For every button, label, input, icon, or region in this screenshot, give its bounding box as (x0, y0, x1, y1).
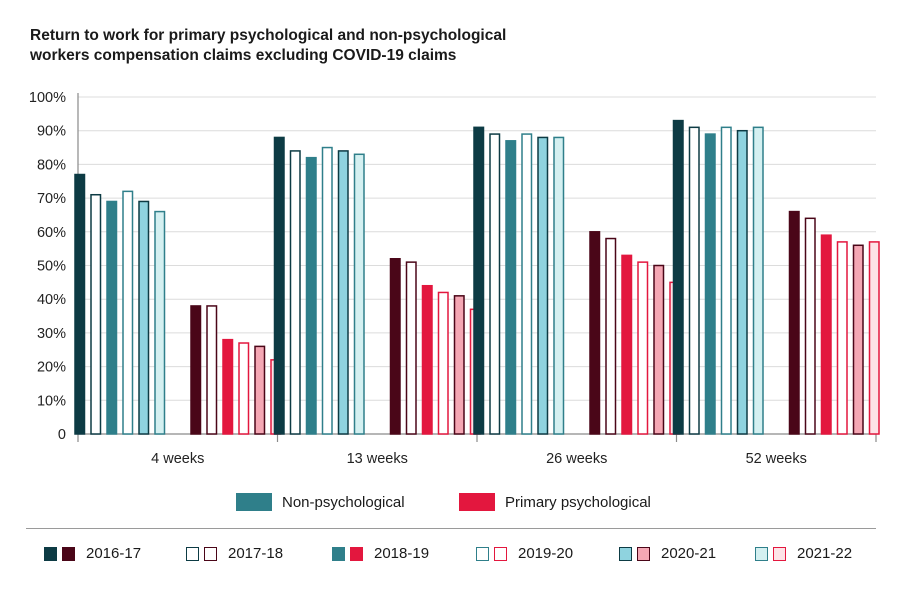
bar-primary-psychological-2016-17 (389, 258, 401, 435)
legend-year-item: 2020-21 (619, 545, 716, 562)
legend-year-swatch (62, 546, 75, 561)
legend-year-label: 2021-22 (797, 545, 853, 562)
bar-non-psychological-2017-18 (90, 193, 102, 435)
bar-non-psychological-2016-17 (74, 173, 86, 435)
legend-swatch (459, 493, 495, 511)
x-category-label: 26 weeks (546, 451, 607, 467)
bar-primary-psychological-2019-20 (836, 241, 848, 435)
legend-year-label: 2017-18 (228, 545, 284, 562)
y-tick-label: 100% (29, 90, 66, 106)
legend-label: Non-psychological (282, 493, 405, 511)
bar-primary-psychological-2018-19 (421, 284, 433, 435)
legend-year-item: 2021-22 (755, 545, 852, 562)
legend-year-swatch (332, 546, 345, 561)
legend-year-swatch (494, 546, 507, 561)
bar-non-psychological-2017-18 (688, 126, 700, 435)
legend-series-item: Primary psychological (459, 493, 651, 511)
bar-primary-psychological-2020-21 (254, 345, 266, 435)
bar-non-psychological-2016-17 (273, 136, 285, 435)
bar-chart: 0 10% 20% 30% 40% 50% 60% 70% 80% 90% 100% 4 weeks 1… (29, 90, 880, 467)
bar-non-psychological-2020-21 (736, 129, 748, 435)
legend-year-swatch (186, 546, 199, 561)
series-legend: Non-psychological Primary psychological (0, 493, 900, 515)
bar-primary-psychological-2018-19 (820, 234, 832, 435)
bar-primary-psychological-2019-20 (437, 291, 449, 435)
bar-primary-psychological-2016-17 (589, 231, 601, 435)
chart-title: Return to work for primary psychological… (30, 27, 507, 64)
y-tick-label: 20% (37, 360, 66, 376)
bar-non-psychological-2017-18 (489, 133, 501, 435)
y-tick-label: 60% (37, 225, 66, 241)
y-tick-label: 10% (37, 393, 66, 409)
bar-primary-psychological-2020-21 (852, 244, 864, 435)
legend-label: Primary psychological (505, 493, 651, 511)
legend-year-item: 2017-18 (186, 545, 283, 562)
bar-non-psychological-2020-21 (138, 200, 150, 435)
bar-primary-psychological-2016-17 (190, 305, 202, 435)
bar-non-psychological-2016-17 (672, 119, 684, 435)
y-tick-label: 90% (37, 124, 66, 140)
legend-year-swatch (755, 546, 768, 561)
bar-primary-psychological-2017-18 (605, 237, 617, 435)
bar-primary-psychological-2020-21 (453, 295, 465, 435)
bar-primary-psychological-2020-21 (653, 264, 665, 435)
y-tick-label: 40% (37, 292, 66, 308)
legend-year-item: 2018-19 (332, 545, 429, 562)
y-tick-label: 50% (37, 259, 66, 275)
x-category-label: 4 weeks (151, 451, 204, 467)
legend-year-label: 2020-21 (661, 545, 717, 562)
bar-non-psychological-2019-20 (720, 126, 732, 435)
x-category-label: 13 weeks (347, 451, 408, 467)
legend-year-swatch (619, 546, 632, 561)
legend-year-swatch (204, 546, 217, 561)
bar-primary-psychological-2018-19 (222, 338, 234, 435)
legend-year-swatch (476, 546, 489, 561)
bar-primary-psychological-2017-18 (804, 217, 816, 435)
legend-divider (26, 528, 876, 529)
year-legend: 2016-17 2017-18 2018-19 2019-20 2020-21 2021-… (0, 545, 900, 567)
bar-primary-psychological-2018-19 (621, 254, 633, 435)
bar-non-psychological-2020-21 (337, 150, 349, 435)
bar-primary-psychological-2017-18 (405, 261, 417, 435)
bar-primary-psychological-2017-18 (206, 305, 218, 435)
bar-non-psychological-2019-20 (521, 133, 533, 435)
bar-non-psychological-2021-22 (154, 210, 166, 435)
bar-primary-psychological-2019-20 (637, 261, 649, 435)
bar-non-psychological-2017-18 (289, 150, 301, 435)
bar-primary-psychological-2021-22 (868, 241, 880, 435)
legend-series-item: Non-psychological (236, 493, 405, 511)
bar-primary-psychological-2019-20 (238, 342, 250, 435)
legend-year-label: 2019-20 (518, 545, 574, 562)
legend-year-swatch (637, 546, 650, 561)
bar-non-psychological-2018-19 (704, 133, 716, 435)
bar-non-psychological-2018-19 (106, 200, 118, 435)
y-tick-label: 0 (58, 427, 66, 443)
bar-non-psychological-2018-19 (305, 156, 317, 435)
legend-year-label: 2016-17 (86, 545, 142, 562)
x-category-label: 52 weeks (746, 451, 807, 467)
bar-non-psychological-2018-19 (505, 140, 517, 435)
y-tick-label: 70% (37, 191, 66, 207)
bar-primary-psychological-2016-17 (788, 210, 800, 435)
legend-year-swatch (350, 546, 363, 561)
y-tick-label: 30% (37, 326, 66, 342)
bar-non-psychological-2021-22 (553, 136, 565, 435)
legend-year-item: 2019-20 (476, 545, 573, 562)
bar-non-psychological-2020-21 (537, 136, 549, 435)
bar-non-psychological-2016-17 (473, 126, 485, 435)
legend-swatch (236, 493, 272, 511)
bar-non-psychological-2019-20 (122, 190, 134, 435)
bar-non-psychological-2021-22 (752, 126, 764, 435)
legend-year-item: 2016-17 (44, 545, 141, 562)
y-tick-label: 80% (37, 157, 66, 173)
legend-year-swatch (44, 546, 57, 561)
bar-non-psychological-2021-22 (353, 153, 365, 435)
legend-year-label: 2018-19 (374, 545, 430, 562)
legend-year-swatch (773, 546, 786, 561)
bar-non-psychological-2019-20 (321, 146, 333, 435)
